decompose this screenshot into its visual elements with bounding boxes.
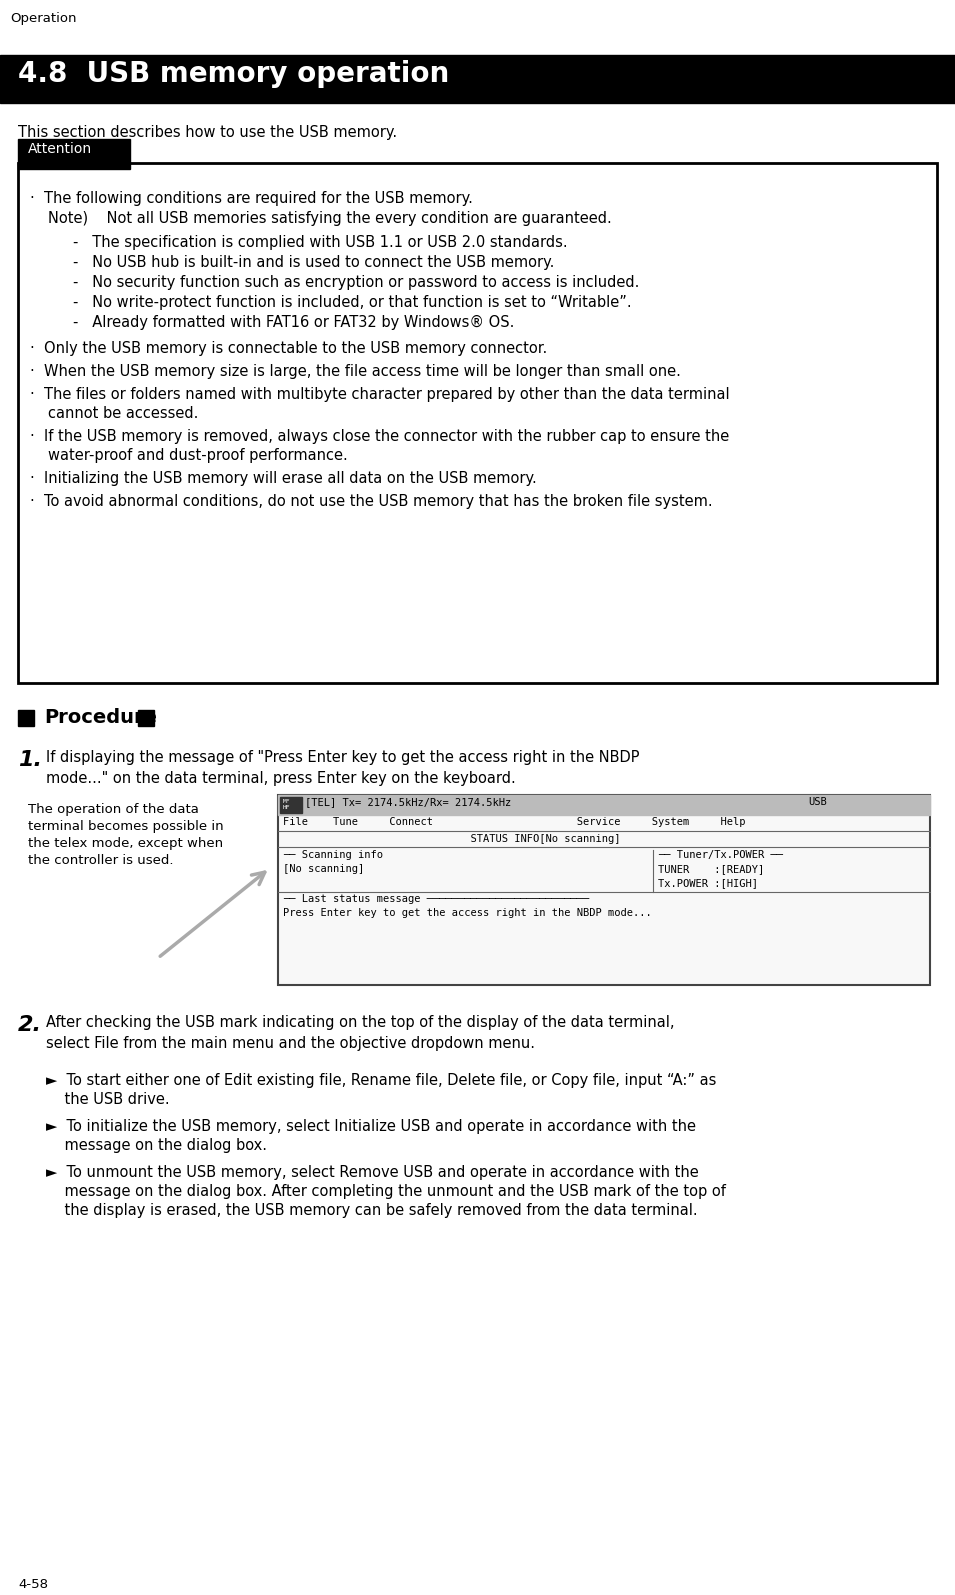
Text: -   No security function such as encryption or password to access is included.: - No security function such as encryptio… bbox=[73, 274, 640, 290]
Text: Press Enter key to get the access right in the NBDP mode...: Press Enter key to get the access right … bbox=[283, 908, 651, 919]
Text: the telex mode, except when: the telex mode, except when bbox=[28, 837, 223, 850]
Text: the controller is used.: the controller is used. bbox=[28, 853, 174, 868]
Text: 1.: 1. bbox=[18, 750, 42, 770]
Text: File    Tune     Connect                       Service     System     Help: File Tune Connect Service System Help bbox=[283, 817, 746, 826]
Text: Procedure: Procedure bbox=[44, 708, 157, 727]
Text: the USB drive.: the USB drive. bbox=[46, 1093, 170, 1107]
Text: [TEL] Tx= 2174.5kHz/Rx= 2174.5kHz: [TEL] Tx= 2174.5kHz/Rx= 2174.5kHz bbox=[305, 798, 511, 807]
Bar bbox=[18, 139, 130, 169]
Text: -   The specification is complied with USB 1.1 or USB 2.0 standards.: - The specification is complied with USB… bbox=[73, 234, 567, 250]
Text: ·  Only the USB memory is connectable to the USB memory connector.: · Only the USB memory is connectable to … bbox=[30, 341, 547, 356]
Text: ·  The files or folders named with multibyte character prepared by other than th: · The files or folders named with multib… bbox=[30, 388, 730, 402]
Text: ·  When the USB memory size is large, the file access time will be longer than s: · When the USB memory size is large, the… bbox=[30, 364, 681, 380]
Text: 4.8  USB memory operation: 4.8 USB memory operation bbox=[18, 61, 449, 88]
Text: -   No USB hub is built-in and is used to connect the USB memory.: - No USB hub is built-in and is used to … bbox=[73, 255, 554, 270]
Bar bbox=[0, 54, 955, 104]
Text: This section describes how to use the USB memory.: This section describes how to use the US… bbox=[18, 124, 397, 140]
Text: -   No write-protect function is included, or that function is set to “Writable”: - No write-protect function is included,… bbox=[73, 295, 631, 309]
Bar bbox=[138, 710, 154, 726]
Text: message on the dialog box. After completing the unmount and the USB mark of the : message on the dialog box. After complet… bbox=[46, 1183, 726, 1199]
Text: If displaying the message of "Press Enter key to get the access right in the NBD: If displaying the message of "Press Ente… bbox=[46, 750, 640, 766]
Text: ·  Initializing the USB memory will erase all data on the USB memory.: · Initializing the USB memory will erase… bbox=[30, 471, 537, 486]
Text: the display is erased, the USB memory can be safely removed from the data termin: the display is erased, the USB memory ca… bbox=[46, 1203, 697, 1219]
Text: ►  To start either one of Edit existing file, Rename file, Delete file, or Copy : ► To start either one of Edit existing f… bbox=[46, 1073, 716, 1088]
Text: ── Scanning info: ── Scanning info bbox=[283, 850, 383, 860]
Bar bbox=[18, 710, 34, 726]
Text: mode..." on the data terminal, press Enter key on the keyboard.: mode..." on the data terminal, press Ent… bbox=[46, 770, 516, 786]
Bar bbox=[18, 163, 937, 683]
Text: Tx.POWER :[HIGH]: Tx.POWER :[HIGH] bbox=[658, 877, 758, 888]
Text: 4-58: 4-58 bbox=[18, 1577, 48, 1590]
Text: ►  To unmount the USB memory, select Remove USB and operate in accordance with t: ► To unmount the USB memory, select Remo… bbox=[46, 1164, 699, 1180]
FancyArrowPatch shape bbox=[160, 872, 265, 957]
Bar bbox=[278, 794, 930, 815]
Text: USB: USB bbox=[808, 798, 827, 807]
Text: STATUS INFO[No scanning]: STATUS INFO[No scanning] bbox=[283, 834, 621, 844]
Text: ►  To initialize the USB memory, select Initialize USB and operate in accordance: ► To initialize the USB memory, select I… bbox=[46, 1120, 696, 1134]
Bar bbox=[280, 798, 302, 813]
Text: Operation: Operation bbox=[10, 13, 76, 26]
Text: select File from the main menu and the objective dropdown menu.: select File from the main menu and the o… bbox=[46, 1037, 535, 1051]
Text: 2.: 2. bbox=[18, 1014, 42, 1035]
Text: ── Tuner/Tx.POWER ──: ── Tuner/Tx.POWER ── bbox=[658, 850, 783, 860]
Text: terminal becomes possible in: terminal becomes possible in bbox=[28, 820, 223, 833]
Text: MF: MF bbox=[283, 799, 290, 804]
Text: The operation of the data: The operation of the data bbox=[28, 802, 199, 817]
Text: ·  If the USB memory is removed, always close the connector with the rubber cap : · If the USB memory is removed, always c… bbox=[30, 429, 730, 443]
Text: Attention: Attention bbox=[28, 142, 92, 156]
Text: water-proof and dust-proof performance.: water-proof and dust-proof performance. bbox=[48, 448, 348, 463]
Text: -   Already formatted with FAT16 or FAT32 by Windows® OS.: - Already formatted with FAT16 or FAT32 … bbox=[73, 314, 515, 330]
Text: message on the dialog box.: message on the dialog box. bbox=[46, 1137, 267, 1153]
Text: After checking the USB mark indicating on the top of the display of the data ter: After checking the USB mark indicating o… bbox=[46, 1014, 674, 1030]
Text: ·  The following conditions are required for the USB memory.: · The following conditions are required … bbox=[30, 191, 473, 206]
Text: [No scanning]: [No scanning] bbox=[283, 864, 364, 874]
Text: cannot be accessed.: cannot be accessed. bbox=[48, 407, 199, 421]
Bar bbox=[278, 794, 930, 986]
Text: ·  To avoid abnormal conditions, do not use the USB memory that has the broken f: · To avoid abnormal conditions, do not u… bbox=[30, 494, 712, 509]
Text: ── Last status message ──────────────────────────: ── Last status message ─────────────────… bbox=[283, 895, 589, 904]
Text: Note)    Not all USB memories satisfying the every condition are guaranteed.: Note) Not all USB memories satisfying th… bbox=[48, 211, 612, 226]
Text: TUNER    :[READY]: TUNER :[READY] bbox=[658, 864, 764, 874]
Text: HF: HF bbox=[283, 805, 290, 810]
